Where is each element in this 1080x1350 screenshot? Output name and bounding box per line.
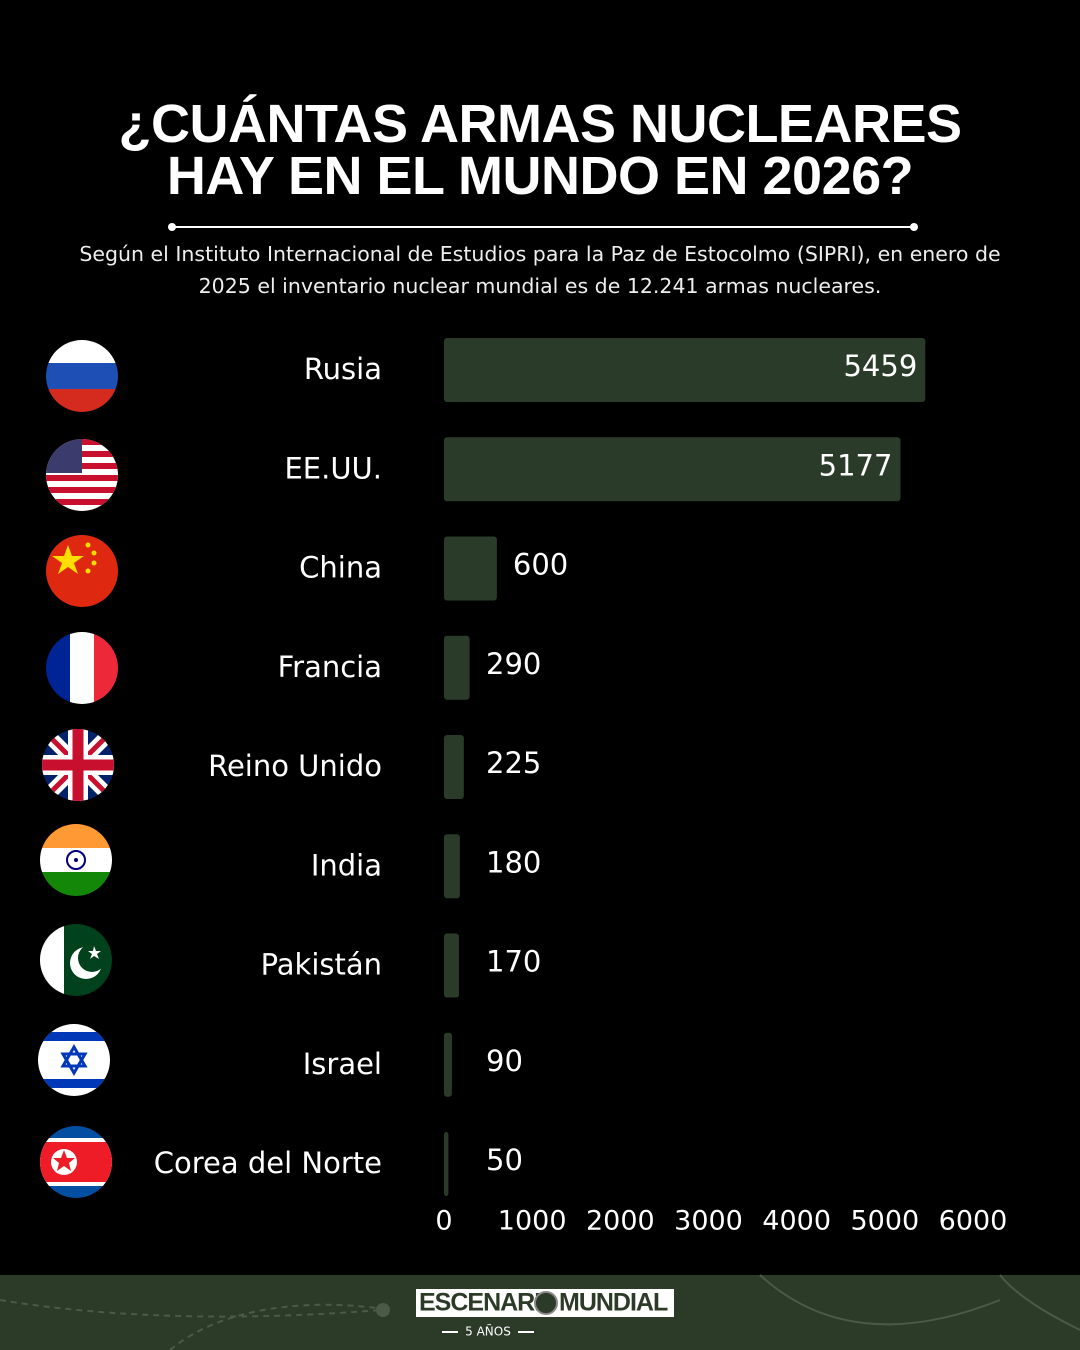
category-label: Reino Unido: [208, 749, 382, 783]
bar: [444, 635, 470, 700]
flag-france: [46, 632, 118, 704]
logo-globe: [534, 1291, 558, 1315]
category-label: India: [311, 848, 382, 882]
flag-uk: [42, 729, 114, 801]
bar: [444, 834, 460, 899]
x-tick-label: 2000: [586, 1206, 655, 1237]
x-tick-label: 4000: [762, 1206, 831, 1237]
divider-dot: [910, 223, 918, 231]
category-label: Rusia: [304, 352, 382, 386]
logo-text: MUNDIAL: [559, 1289, 668, 1317]
chart-title: ¿CUÁNTAS ARMAS NUCLEARES HAY EN EL MUNDO…: [118, 94, 962, 206]
flag-israel: [38, 1024, 110, 1096]
x-tick-label: 1000: [498, 1206, 567, 1237]
category-label: Corea del Norte: [154, 1146, 382, 1180]
category-label: EE.UU.: [284, 451, 382, 485]
bar: [444, 735, 464, 799]
x-tick-label: 0: [435, 1206, 452, 1237]
flag-india: [40, 824, 112, 896]
bar: [444, 338, 926, 402]
category-label: Pakistán: [261, 948, 382, 982]
bar: [444, 1132, 449, 1196]
value-label: 225: [486, 746, 541, 780]
logo-text: ESCENARI: [419, 1289, 540, 1317]
flag-north-korea: [40, 1126, 112, 1198]
logo-tagline: 5 AÑOS: [465, 1324, 511, 1339]
x-tick-label: 5000: [850, 1206, 919, 1237]
flag-china: [46, 535, 118, 607]
category-label: Francia: [278, 650, 382, 684]
bar: [444, 933, 459, 998]
bar: [444, 437, 901, 502]
value-label: 90: [486, 1044, 523, 1078]
value-label: 50: [486, 1143, 523, 1177]
bar: [444, 1032, 452, 1097]
x-tick-label: 3000: [674, 1206, 743, 1237]
value-label: 5459: [843, 349, 917, 383]
footer-decoration: [376, 1303, 390, 1317]
value-label: 600: [513, 548, 568, 582]
footer-decoration: [759, 1274, 1080, 1331]
category-label: Israel: [303, 1047, 382, 1081]
flag-russia: [46, 340, 118, 412]
value-label: 180: [486, 845, 541, 879]
chart-subtitle: Según el Instituto Internacional de Estu…: [79, 242, 1001, 298]
divider-dot: [168, 223, 176, 231]
bar: [444, 536, 497, 601]
value-label: 5177: [819, 448, 893, 482]
flag-pakistan: [40, 924, 112, 996]
category-label: China: [299, 551, 382, 585]
value-label: 170: [486, 945, 541, 979]
flag-usa: [46, 439, 118, 511]
footer-decoration: [0, 1299, 391, 1350]
x-tick-label: 6000: [939, 1206, 1008, 1237]
value-label: 290: [486, 647, 541, 681]
